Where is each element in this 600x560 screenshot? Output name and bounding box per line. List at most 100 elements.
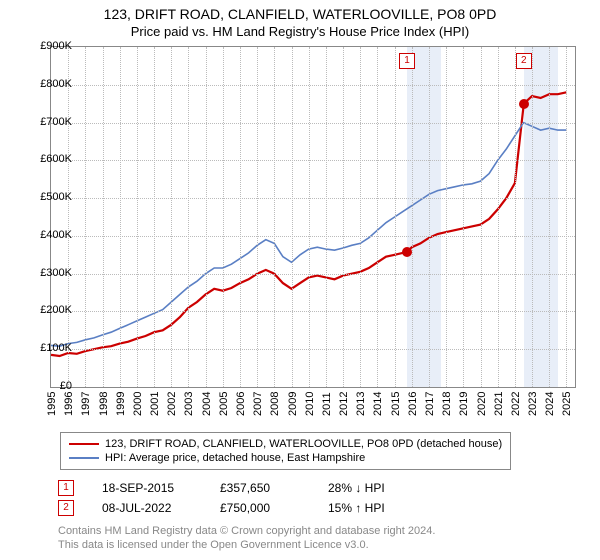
gridline-vertical [360,47,361,387]
gridline-vertical [137,47,138,387]
x-axis-label: 2003 [183,392,195,416]
y-axis-label: £500K [40,191,72,203]
line-layer [51,47,575,387]
x-axis-label: 2015 [390,392,402,416]
legend-label: HPI: Average price, detached house, East… [105,452,365,464]
sale-date: 08-JUL-2022 [102,501,192,515]
gridline-vertical [566,47,567,387]
gridline-vertical [446,47,447,387]
gridline-horizontal [51,349,575,350]
gridline-vertical [463,47,464,387]
gridline-vertical [154,47,155,387]
gridline-vertical [206,47,207,387]
gridline-vertical [240,47,241,387]
x-axis-label: 1998 [98,392,110,416]
x-axis-label: 2023 [527,392,539,416]
sale-delta: 28% ↓ HPI [328,481,385,495]
legend-item: 123, DRIFT ROAD, CLANFIELD, WATERLOOVILL… [69,437,502,451]
chart-container: 123, DRIFT ROAD, CLANFIELD, WATERLOOVILL… [0,0,600,560]
gridline-horizontal [51,311,575,312]
sale-price: £357,650 [220,481,300,495]
x-axis-label: 2004 [201,392,213,416]
y-axis-label: £800K [40,78,72,90]
legend-swatch [69,457,99,459]
x-axis-label: 2012 [338,392,350,416]
x-axis-label: 2002 [166,392,178,416]
gridline-horizontal [51,274,575,275]
gridline-vertical [412,47,413,387]
legend-item: HPI: Average price, detached house, East… [69,451,502,465]
sale-point-dot [519,99,529,109]
x-axis-label: 2009 [287,392,299,416]
gridline-vertical [223,47,224,387]
x-axis-label: 2010 [304,392,316,416]
plot-area: 12 [50,46,576,388]
x-axis-label: 2019 [458,392,470,416]
x-axis-label: 2005 [218,392,230,416]
gridline-vertical [429,47,430,387]
gridline-vertical [120,47,121,387]
x-axis-label: 2022 [510,392,522,416]
sale-date: 18-SEP-2015 [102,481,192,495]
x-axis-label: 2016 [407,392,419,416]
gridline-vertical [85,47,86,387]
x-axis-label: 2011 [321,392,333,416]
x-axis-label: 2013 [355,392,367,416]
gridline-horizontal [51,198,575,199]
gridline-vertical [188,47,189,387]
gridline-horizontal [51,123,575,124]
y-axis-label: £100K [40,342,72,354]
gridline-vertical [532,47,533,387]
gridline-vertical [68,47,69,387]
gridline-vertical [257,47,258,387]
gridline-horizontal [51,236,575,237]
x-axis-label: 1996 [63,392,75,416]
gridline-vertical [274,47,275,387]
x-axis-label: 1995 [46,392,58,416]
y-axis-label: £600K [40,153,72,165]
y-axis-label: £300K [40,267,72,279]
x-axis-label: 2021 [493,392,505,416]
sale-marker-icon: 2 [516,53,532,69]
gridline-vertical [171,47,172,387]
gridline-vertical [292,47,293,387]
gridline-vertical [309,47,310,387]
x-axis-label: 2020 [476,392,488,416]
x-axis-label: 2018 [441,392,453,416]
y-axis-label: £200K [40,304,72,316]
gridline-vertical [549,47,550,387]
legend-swatch [69,443,99,445]
x-axis-label: 2006 [235,392,247,416]
x-axis-label: 2007 [252,392,264,416]
x-axis-label: 2025 [561,392,573,416]
sales-table: 1 18-SEP-2015 £357,650 28% ↓ HPI 2 08-JU… [58,478,385,518]
sale-row: 2 08-JUL-2022 £750,000 15% ↑ HPI [58,498,385,518]
x-axis-label: 1997 [80,392,92,416]
gridline-vertical [515,47,516,387]
footer-line: Contains HM Land Registry data © Crown c… [58,524,435,538]
chart-subtitle: Price paid vs. HM Land Registry's House … [0,22,600,39]
sale-marker-icon: 1 [58,480,74,496]
x-axis-label: 2008 [269,392,281,416]
gridline-vertical [343,47,344,387]
y-axis-label: £700K [40,116,72,128]
gridline-horizontal [51,85,575,86]
gridline-vertical [326,47,327,387]
gridline-horizontal [51,160,575,161]
y-axis-label: £900K [40,40,72,52]
x-axis-label: 2014 [372,392,384,416]
sale-row: 1 18-SEP-2015 £357,650 28% ↓ HPI [58,478,385,498]
footer-attribution: Contains HM Land Registry data © Crown c… [58,524,435,553]
x-axis-label: 1999 [115,392,127,416]
sale-marker-icon: 1 [399,53,415,69]
legend-box: 123, DRIFT ROAD, CLANFIELD, WATERLOOVILL… [60,432,511,470]
x-axis-label: 2017 [424,392,436,416]
gridline-vertical [395,47,396,387]
gridline-vertical [498,47,499,387]
y-axis-label: £0 [60,380,72,392]
x-axis-label: 2024 [544,392,556,416]
x-axis-label: 2000 [132,392,144,416]
x-axis-label: 2001 [149,392,161,416]
gridline-vertical [377,47,378,387]
sale-point-dot [402,247,412,257]
